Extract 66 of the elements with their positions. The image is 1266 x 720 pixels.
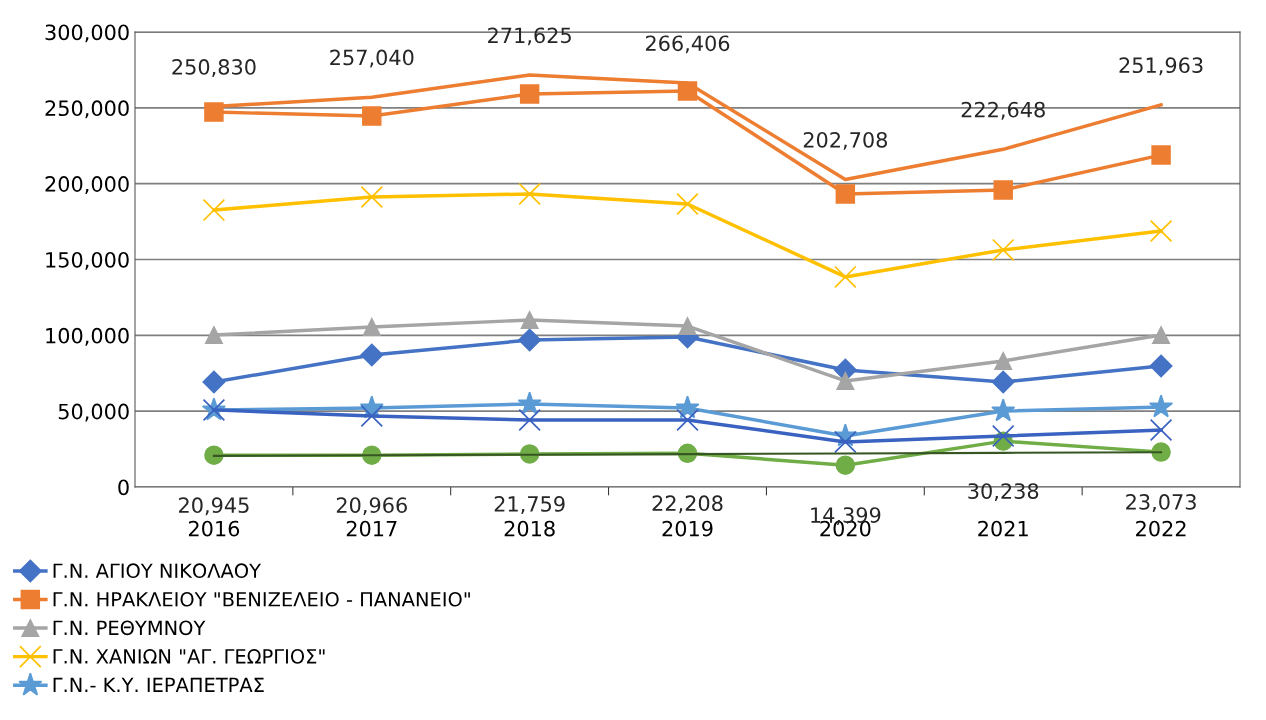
point — [678, 317, 697, 336]
point — [675, 395, 700, 419]
point — [517, 391, 542, 415]
point — [991, 424, 1015, 448]
data-label: 266,406 — [645, 35, 730, 54]
point — [202, 198, 226, 222]
y-tick-label: 250,000 — [45, 100, 129, 119]
point — [836, 371, 855, 391]
point — [834, 265, 857, 289]
y-tick-label: 300,000 — [45, 24, 129, 43]
point — [360, 343, 384, 367]
point — [204, 102, 224, 122]
x-tick-label: 2019 — [662, 520, 713, 537]
data-label: 30,238 — [968, 483, 1039, 502]
point — [991, 398, 1016, 422]
y-tick-label: 0 — [118, 479, 129, 496]
point — [362, 106, 382, 126]
point — [1149, 394, 1174, 418]
legend-label: Γ.Ν. ΗΡΑΚΛΕΙΟΥ "ΒΕΝΙΖΕΛΕΙΟ - ΠΑΝΑΝΕΙΟ" — [53, 591, 470, 607]
point — [676, 192, 699, 216]
x-tick-label: 2018 — [504, 520, 555, 537]
data-label: 22,208 — [652, 495, 723, 514]
point — [518, 182, 541, 206]
y-tick-label: 50,000 — [58, 403, 129, 422]
legend-label: Γ.Ν. ΧΑΝΙΩΝ "ΑΓ. ΓΕΩΡΓΙΟΣ" — [53, 648, 325, 664]
x-tick-label: 2021 — [978, 520, 1028, 537]
point — [1149, 418, 1173, 442]
legend-label: Γ.Ν.- Κ.Υ. ΙΕΡΑΠΕΤΡΑΣ — [53, 677, 264, 692]
point — [518, 328, 542, 352]
point — [835, 184, 856, 204]
point — [202, 370, 226, 394]
point — [519, 84, 540, 104]
point — [360, 404, 384, 428]
y-tick-label: 100,000 — [46, 327, 129, 346]
y-tick-label: 200,000 — [45, 176, 129, 194]
point — [204, 445, 224, 465]
data-label: 250,830 — [172, 59, 256, 77]
point — [676, 408, 699, 432]
point — [835, 455, 856, 475]
data-label: 20,966 — [336, 497, 407, 516]
point — [991, 370, 1015, 394]
data-label: 21,759 — [494, 496, 565, 514]
x-tick-label: 2017 — [346, 520, 397, 537]
point — [1149, 354, 1173, 378]
point — [204, 326, 223, 345]
point — [1149, 219, 1173, 243]
point — [518, 408, 541, 432]
data-label: 23,073 — [1126, 494, 1196, 512]
legend-label: Γ.Ν. ΑΓΙΟΥ ΝΙΚΟΛΑΟΥ — [53, 563, 262, 579]
point — [991, 238, 1015, 262]
data-label: 20,945 — [179, 497, 249, 516]
x-tick-label: 2022 — [1136, 520, 1186, 537]
y-tick-label: 150,000 — [46, 251, 129, 270]
legend-label: Γ.Ν. ΡΕΘΥΜΝΟΥ — [53, 620, 206, 636]
point — [993, 180, 1013, 200]
x-tick-label: 2016 — [188, 520, 240, 537]
point — [362, 317, 381, 337]
point — [1152, 326, 1171, 345]
point — [1151, 145, 1171, 165]
point — [520, 310, 539, 330]
point — [360, 185, 384, 209]
data-label: 257,040 — [330, 49, 414, 68]
point — [994, 351, 1013, 370]
data-label: 251,963 — [1119, 57, 1203, 76]
point — [834, 430, 857, 454]
data-label: 202,708 — [803, 131, 888, 150]
